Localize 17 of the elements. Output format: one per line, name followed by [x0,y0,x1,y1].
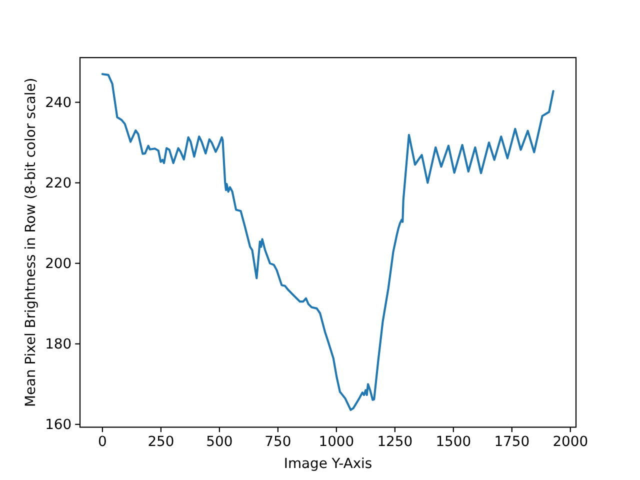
x-axis-title: Image Y-Axis [284,456,372,472]
x-tick-label: 1750 [494,434,530,450]
x-tick-label: 0 [98,434,107,450]
y-tick-label: 160 [45,417,72,434]
x-tick-label: 500 [206,434,233,450]
y-axis-title: Mean Pixel Brightness in Row (8-bit color scale) [23,78,39,408]
y-tick-label: 200 [45,256,72,272]
x-tick-label: 1250 [377,434,413,450]
y-tick-label: 220 [45,176,72,192]
x-tick-label: 1000 [318,434,354,450]
x-tick-label: 1500 [436,434,472,450]
y-tick-label: 180 [45,336,72,353]
x-tick-label: 750 [264,434,292,450]
y-tick-label: 240 [45,95,72,112]
line-series [101,73,554,411]
x-tick-label: 2000 [552,434,588,450]
x-tick-label: 250 [148,434,174,450]
